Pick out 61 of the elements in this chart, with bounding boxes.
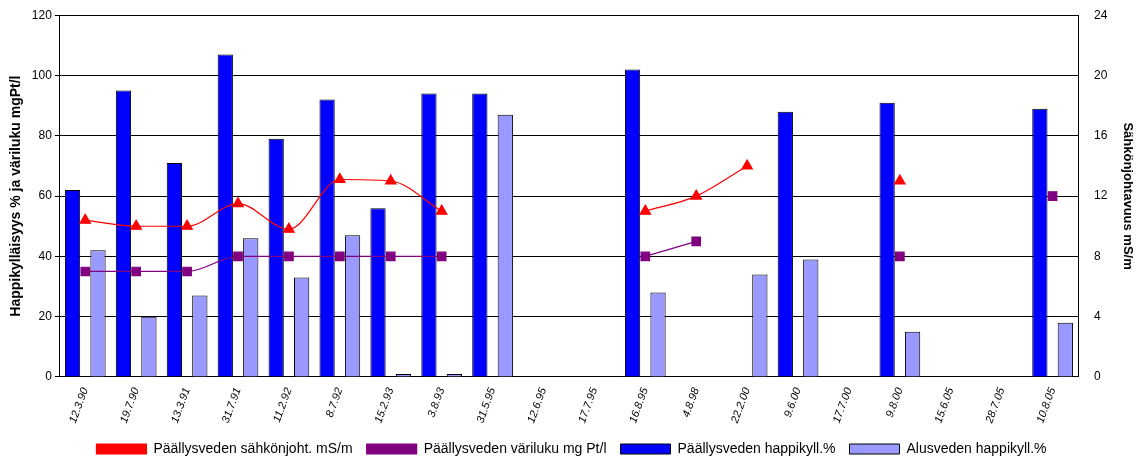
point <box>894 174 906 185</box>
point <box>79 213 92 224</box>
point <box>334 172 346 184</box>
y2-tick-label: 12 <box>1094 188 1108 203</box>
x-tick-label: 15.2.93 <box>371 385 396 425</box>
point <box>284 251 294 262</box>
point <box>1047 191 1058 201</box>
point <box>640 251 651 262</box>
point <box>690 189 703 200</box>
x-tick-label: 19.7.90 <box>117 385 142 425</box>
x-tick-label: 12.3.90 <box>66 385 91 425</box>
x-tick-label: 9.8.00 <box>882 385 905 419</box>
point <box>435 204 448 215</box>
point <box>181 219 193 230</box>
legend-label: Alusveden happikyll.% <box>906 439 1047 456</box>
y-tick-label: 0 <box>45 369 53 384</box>
x-tick-label: 12.6.95 <box>524 385 549 425</box>
point <box>691 236 702 247</box>
x-tick-label: 16.8.95 <box>626 385 651 425</box>
point <box>334 251 345 262</box>
x-tick-label: 15.6.05 <box>931 385 956 425</box>
y-tick-label: 40 <box>38 248 53 263</box>
y2-axis-title: Sähkönjohtavuus mS/m <box>1120 122 1136 270</box>
x-tick-label: 4.8.98 <box>679 385 702 419</box>
x-tick-label: 31.5.95 <box>473 385 498 425</box>
x-tick-label: 10.8.05 <box>1033 385 1058 425</box>
point <box>436 251 447 262</box>
point <box>385 251 396 262</box>
point <box>232 197 244 208</box>
legend-label: Päällysveden väriluku mg Pt/l <box>423 439 607 456</box>
point <box>130 219 142 230</box>
legend-label: Päällysveden happikyll.% <box>677 439 836 456</box>
point <box>182 266 192 277</box>
point <box>741 159 753 170</box>
y2-tick-label: 4 <box>1094 309 1102 324</box>
point <box>283 222 295 233</box>
y2-tick-label: 0 <box>1094 369 1102 384</box>
point <box>233 251 243 262</box>
y-axis-title: Happikylläisyys % ja väriluku mgPt/l <box>7 75 24 317</box>
x-tick-label: 17.7.95 <box>575 385 600 425</box>
point <box>131 266 142 277</box>
x-tick-label: 28.7.05 <box>982 385 1007 426</box>
x-tick-label: 17.7.00 <box>829 385 855 425</box>
point <box>639 204 652 215</box>
point <box>384 174 397 185</box>
y-tick-label: 20 <box>38 309 53 324</box>
point <box>895 251 905 262</box>
legend-label: Päällysveden sähkönjoht. mS/m <box>153 439 353 456</box>
y2-tick-label: 16 <box>1094 128 1108 143</box>
y-tick-label: 80 <box>38 128 53 143</box>
x-tick-label: 22.2.00 <box>727 385 753 426</box>
x-tick-label: 3.8.93 <box>424 385 447 419</box>
y2-tick-label: 24 <box>1094 7 1108 22</box>
x-tick-label: 9.6.00 <box>781 385 804 419</box>
y-tick-label: 120 <box>31 7 53 22</box>
y2-tick-label: 8 <box>1094 248 1102 263</box>
y-tick-label: 60 <box>38 188 53 203</box>
y-tick-label: 100 <box>31 67 53 82</box>
y2-tick-label: 20 <box>1094 67 1108 82</box>
x-tick-label: 8.7.92 <box>322 385 345 419</box>
point <box>80 266 91 277</box>
